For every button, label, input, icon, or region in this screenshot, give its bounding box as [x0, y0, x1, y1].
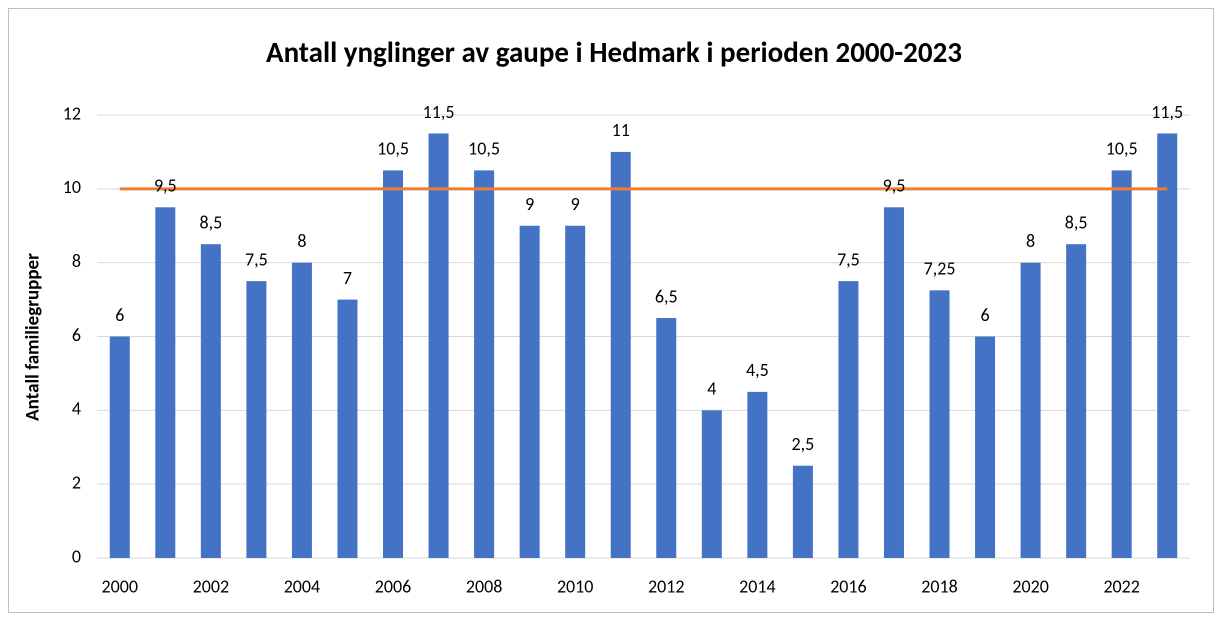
value-label: 2,5: [792, 433, 815, 455]
x-tick-label: 2020: [1012, 575, 1049, 597]
value-label: 7,5: [837, 248, 860, 270]
y-axis-label: Antall familiegrupper: [22, 253, 45, 421]
value-label: 9,5: [154, 175, 177, 197]
bar: [1111, 170, 1132, 558]
value-label: 8: [297, 230, 306, 252]
x-tick-label: 2016: [830, 575, 867, 597]
value-label: 11: [612, 119, 630, 141]
value-label: 10,5: [377, 138, 409, 160]
y-tick-label: 4: [72, 398, 81, 420]
bar: [337, 299, 358, 558]
value-label: 6: [115, 304, 124, 326]
value-label: 9: [525, 193, 534, 215]
bar: [109, 336, 130, 558]
bar: [701, 410, 722, 558]
value-label: 4,5: [746, 359, 769, 381]
bar: [792, 465, 813, 558]
y-tick-label: 2: [72, 471, 81, 493]
bar: [747, 391, 768, 558]
value-label: 10,5: [468, 138, 500, 160]
bar: [883, 207, 904, 558]
x-tick-label: 2002: [193, 575, 230, 597]
bar: [383, 170, 404, 558]
value-label: 7,25: [924, 258, 956, 280]
value-label: 6,5: [655, 285, 678, 307]
bar: [975, 336, 996, 558]
bar: [155, 207, 176, 558]
value-label: 9,5: [883, 175, 906, 197]
bar: [1020, 262, 1041, 558]
bar: [200, 244, 221, 559]
value-label: 8: [1026, 230, 1035, 252]
x-tick-label: 2006: [375, 575, 412, 597]
chart-title: Antall ynglinger av gaupe i Hedmark i pe…: [266, 34, 962, 70]
value-label: 7: [343, 267, 352, 289]
x-tick-label: 2010: [557, 575, 594, 597]
bar: [838, 281, 859, 558]
bar: [610, 151, 631, 558]
bar: [656, 318, 677, 558]
value-label: 9: [571, 193, 580, 215]
x-tick-label: 2008: [466, 575, 503, 597]
bar: [519, 225, 540, 558]
x-tick-label: 2018: [921, 575, 958, 597]
bar: [1157, 133, 1178, 559]
value-label: 8,5: [1065, 212, 1088, 234]
value-label: 11,5: [423, 101, 455, 123]
x-tick-label: 2000: [102, 575, 139, 597]
value-label: 10,5: [1106, 138, 1138, 160]
y-tick-label: 8: [72, 250, 81, 272]
bar: [474, 170, 495, 558]
bar: [428, 133, 449, 559]
y-tick-label: 10: [63, 176, 81, 198]
y-tick-label: 12: [63, 102, 81, 124]
bar: [291, 262, 312, 558]
value-label: 8,5: [199, 212, 222, 234]
bar: [929, 290, 950, 558]
y-tick-label: 0: [72, 545, 81, 567]
x-tick-label: 2014: [739, 575, 776, 597]
bar: [565, 225, 586, 558]
x-tick-label: 2022: [1103, 575, 1140, 597]
value-label: 6: [981, 304, 990, 326]
y-tick-label: 6: [72, 324, 81, 346]
x-tick-label: 2004: [284, 575, 321, 597]
value-label: 7,5: [245, 248, 268, 270]
x-tick-label: 2012: [648, 575, 685, 597]
value-label: 4: [707, 378, 716, 400]
bar: [246, 281, 267, 558]
bar: [1066, 244, 1087, 559]
value-label: 11,5: [1151, 101, 1183, 123]
